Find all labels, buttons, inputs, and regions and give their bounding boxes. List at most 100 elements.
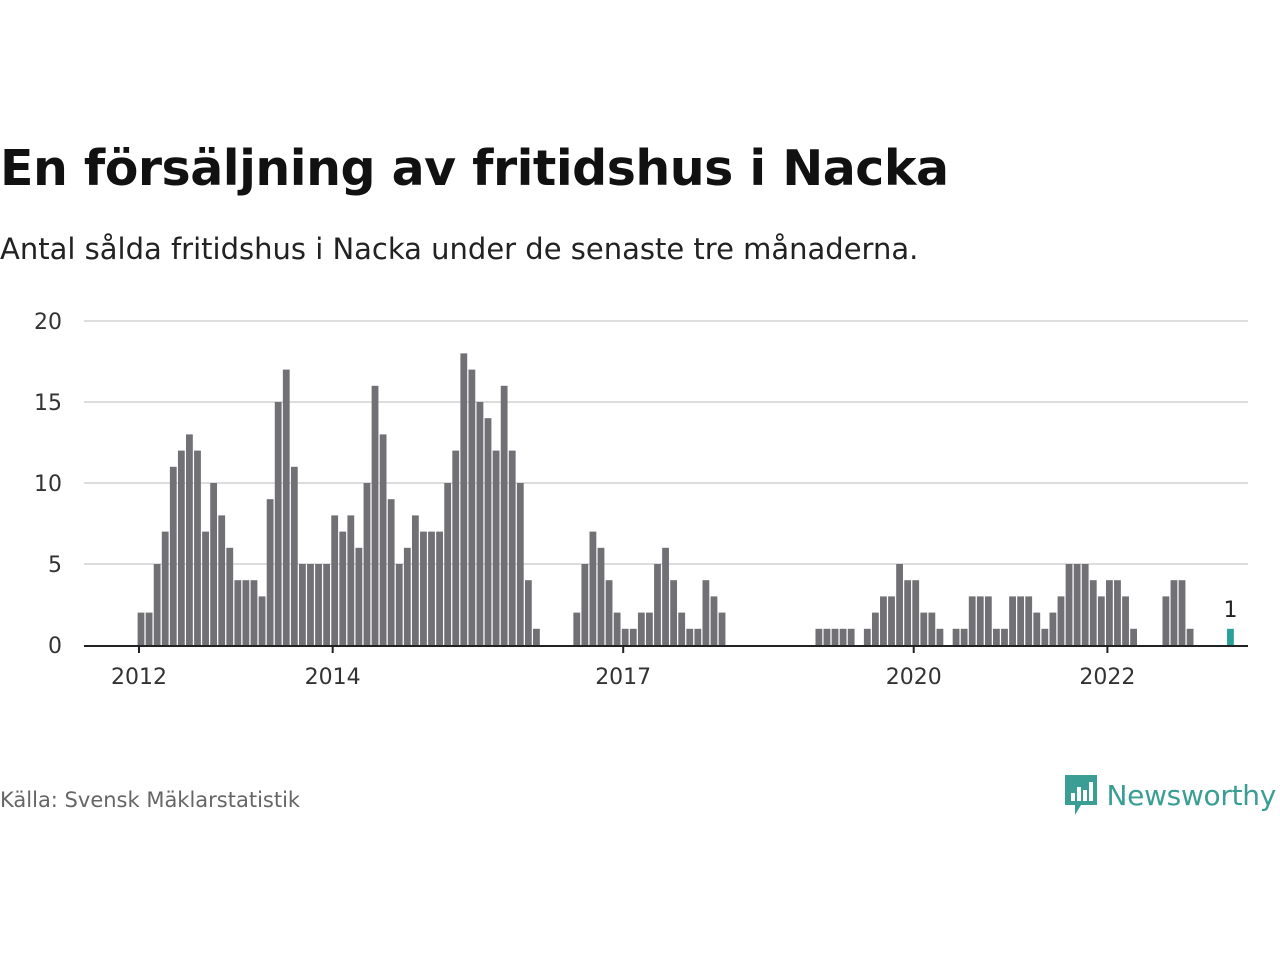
bar — [863, 628, 871, 645]
bar — [186, 434, 193, 645]
bar — [928, 612, 936, 645]
bar — [1186, 628, 1194, 645]
bar — [226, 547, 234, 645]
bar — [670, 580, 678, 645]
bar — [984, 596, 992, 645]
bar — [266, 499, 274, 645]
bar — [315, 564, 322, 645]
bar — [1041, 628, 1049, 645]
bar — [403, 547, 411, 645]
bar — [896, 564, 903, 645]
bar — [904, 580, 912, 645]
bar — [968, 596, 976, 645]
x-tick-label: 2017 — [595, 665, 651, 690]
bar — [952, 628, 960, 645]
bar — [662, 547, 669, 645]
bar — [1122, 596, 1129, 645]
bar — [871, 612, 879, 645]
bar — [1130, 628, 1138, 645]
bar — [355, 547, 363, 645]
bar — [678, 612, 686, 645]
bar — [1106, 580, 1113, 645]
bar — [831, 628, 839, 645]
bar — [274, 402, 282, 645]
bar — [654, 564, 661, 645]
bar — [597, 547, 605, 645]
bar — [976, 596, 984, 645]
bar — [694, 628, 702, 645]
bar — [444, 483, 452, 645]
bar — [702, 580, 710, 645]
bar — [1097, 596, 1105, 645]
bar — [290, 466, 298, 645]
bar-chart-speech-bubble-icon — [1064, 775, 1097, 815]
brand-logo: Newsworthy — [1063, 773, 1276, 817]
bar — [428, 531, 435, 645]
bar — [468, 369, 476, 645]
bar — [718, 612, 726, 645]
x-tick-label: 2014 — [305, 665, 361, 690]
y-tick-label: 5 — [48, 553, 62, 578]
bar — [484, 418, 492, 645]
bar — [331, 515, 339, 645]
chart-subtitle: Antal sålda fritidshus i Nacka under de … — [0, 232, 919, 266]
bar — [920, 612, 928, 645]
bar — [710, 596, 718, 645]
bar — [524, 580, 532, 645]
bar — [960, 628, 968, 645]
bar — [420, 531, 427, 645]
bar — [153, 564, 161, 645]
bar — [145, 612, 153, 645]
bar — [299, 564, 306, 645]
bar — [250, 580, 258, 645]
bar — [605, 580, 613, 645]
bar — [637, 612, 645, 645]
bar — [613, 612, 621, 645]
y-tick-label: 15 — [34, 391, 62, 416]
bar — [823, 628, 831, 645]
bar — [323, 564, 331, 645]
bar — [1033, 612, 1041, 645]
bar-chart: 0 5 10 15 20 1 2012 2014 2017 2020 2022 — [34, 310, 1248, 690]
bar — [210, 483, 218, 645]
bar — [347, 515, 355, 645]
bar — [202, 531, 209, 645]
chart-title: En försäljning av fritidshus i Nacka — [0, 140, 949, 197]
bar — [234, 580, 242, 645]
bar — [137, 612, 145, 645]
bar — [1057, 596, 1065, 645]
bar — [460, 353, 468, 645]
bar — [1081, 564, 1089, 645]
bar — [516, 483, 524, 645]
bar — [339, 531, 347, 645]
bar — [194, 450, 201, 645]
bar — [1049, 612, 1057, 645]
bar — [1009, 596, 1016, 645]
y-tick-label: 10 — [34, 472, 62, 497]
bar — [169, 466, 177, 645]
bar — [258, 596, 266, 645]
bar — [307, 564, 314, 645]
bar — [581, 564, 589, 645]
bar — [395, 564, 403, 645]
bar — [573, 612, 581, 645]
bar — [476, 402, 484, 645]
bar — [847, 628, 855, 645]
x-tick-label: 2012 — [111, 665, 167, 690]
y-tick-label: 20 — [34, 310, 62, 335]
bar — [218, 515, 226, 645]
bar — [621, 628, 629, 645]
x-tick-label: 2020 — [886, 665, 942, 690]
bar — [533, 628, 540, 645]
bar — [888, 596, 895, 645]
source-note: Källa: Svensk Mäklarstatistik — [0, 788, 301, 812]
x-tick-label: 2022 — [1079, 665, 1135, 690]
bar — [839, 628, 847, 645]
bar — [379, 434, 387, 645]
bar — [880, 596, 887, 645]
bar — [1065, 564, 1073, 645]
bar — [686, 628, 694, 645]
bar — [1114, 580, 1121, 645]
bar-highlight — [1227, 628, 1234, 645]
bar — [242, 580, 250, 645]
